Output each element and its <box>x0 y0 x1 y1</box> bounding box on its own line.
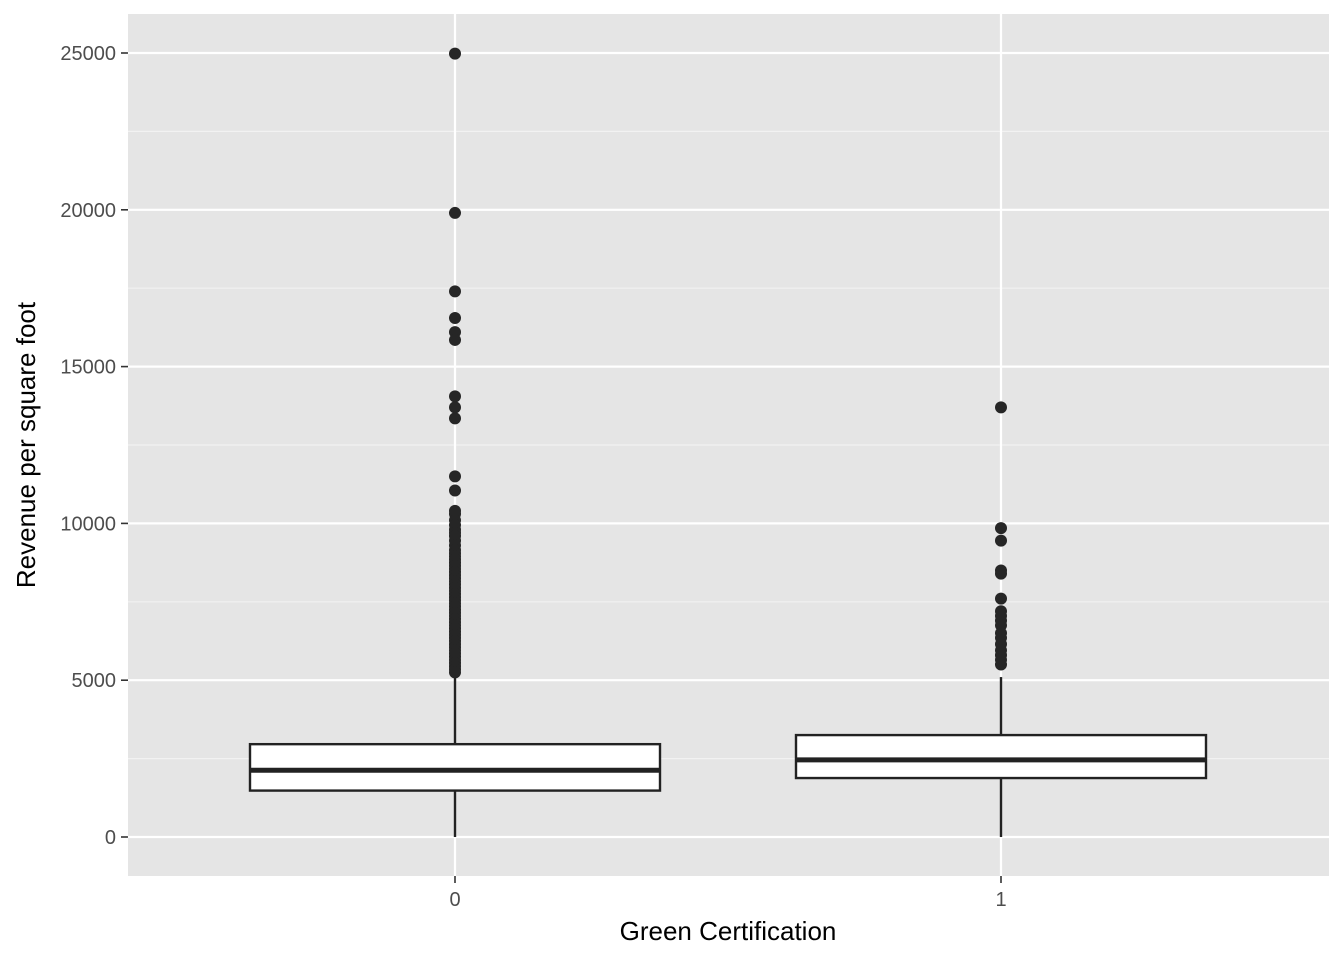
x-tick-label: 0 <box>449 889 460 911</box>
boxes-layer <box>248 47 1208 837</box>
y-tick-label: 15000 <box>60 357 116 379</box>
box-iqr <box>248 742 662 792</box>
box-group-1 <box>794 401 1208 837</box>
x-axis-title: Green Certification <box>620 916 837 946</box>
outlier-point <box>449 206 461 219</box>
outlier-point <box>995 658 1007 671</box>
y-tick-label: 0 <box>105 827 116 849</box>
outlier-point <box>995 534 1007 547</box>
outlier-point <box>449 47 461 60</box>
outlier-point <box>449 470 461 483</box>
outlier-point <box>449 333 461 346</box>
outlier-point <box>449 390 461 403</box>
major-gridlines <box>128 14 1329 876</box>
outlier-point <box>995 401 1007 414</box>
y-tick-label: 5000 <box>72 670 117 692</box>
outlier-point <box>449 484 461 497</box>
outlier-point <box>995 592 1007 605</box>
outlier-point <box>449 401 461 414</box>
x-tick-label: 1 <box>995 889 1006 911</box>
outlier-point <box>449 412 461 425</box>
box-group-0 <box>248 47 662 837</box>
outlier-point <box>449 666 461 679</box>
box-iqr <box>794 733 1208 780</box>
y-tick-label: 20000 <box>60 200 116 222</box>
y-tick-label: 25000 <box>60 43 116 65</box>
outlier-point <box>449 311 461 324</box>
y-tick-label: 10000 <box>60 513 116 535</box>
y-axis-title: Revenue per square foot <box>11 301 41 588</box>
outlier-point <box>995 522 1007 535</box>
y-axis: 0 5000 10000 15000 20000 25000 <box>60 43 128 849</box>
outlier-point <box>449 285 461 298</box>
outlier-point <box>995 567 1007 580</box>
